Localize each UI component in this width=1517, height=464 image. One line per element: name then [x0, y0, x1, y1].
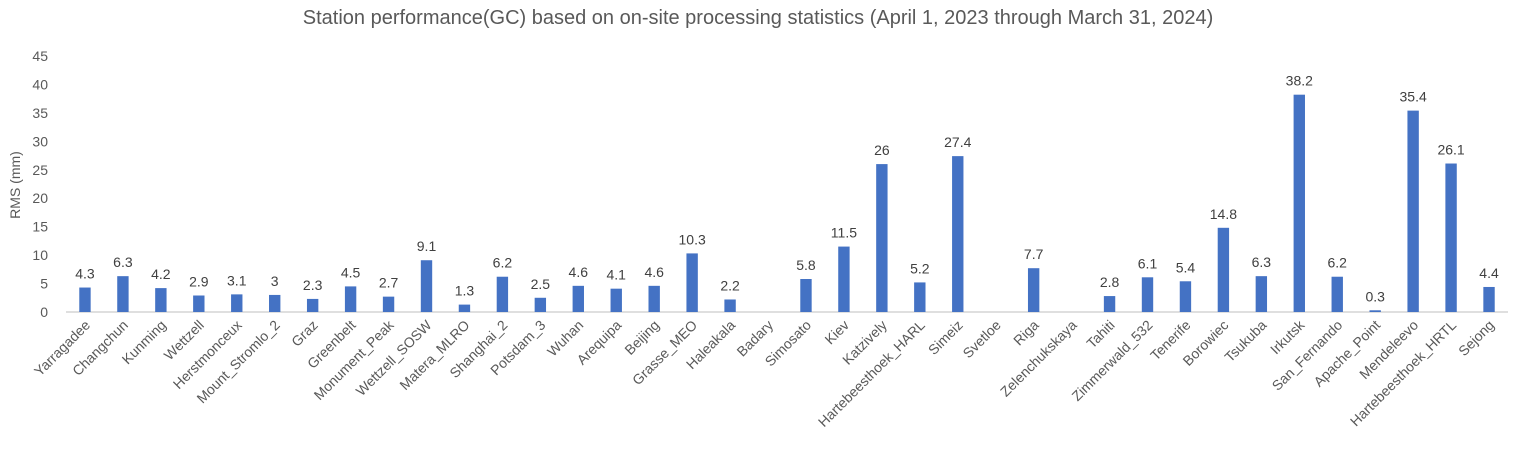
bars	[79, 94, 1495, 312]
bar	[1179, 281, 1192, 312]
data-label: 6.1	[1138, 255, 1158, 271]
data-label: 6.3	[113, 254, 133, 270]
data-label: 7.7	[1024, 246, 1044, 262]
data-label: 4.6	[569, 264, 589, 280]
bar	[876, 164, 888, 312]
x-tick-label: Simeiz	[925, 317, 966, 358]
y-axis-label: RMS (mm)	[7, 151, 23, 219]
x-tick-label: Tsukuba	[1221, 317, 1269, 365]
bar	[344, 286, 357, 312]
bar	[496, 276, 509, 312]
data-label: 4.3	[75, 266, 95, 282]
data-label: 0.3	[1365, 288, 1385, 304]
x-tick-label: Svetloe	[959, 317, 1003, 361]
y-tick-label: 10	[32, 247, 48, 263]
data-label: 27.4	[944, 134, 971, 150]
data-label: 5.4	[1176, 259, 1196, 275]
y-tick-label: 15	[32, 219, 48, 235]
data-label: 6.2	[493, 255, 513, 271]
bar	[458, 304, 471, 312]
data-label: 5.2	[910, 260, 930, 276]
data-label: 4.1	[607, 267, 627, 283]
y-tick-label: 35	[32, 105, 48, 121]
bar	[269, 294, 281, 312]
bar	[306, 298, 319, 312]
y-tick-label: 25	[32, 162, 48, 178]
bar	[382, 296, 395, 312]
bar	[724, 299, 736, 312]
bar	[1331, 276, 1343, 312]
bar	[1445, 163, 1457, 312]
data-label: 5.8	[796, 257, 816, 273]
chart-title: Station performance(GC) based on on-site…	[303, 7, 1213, 29]
data-label: 10.3	[679, 231, 706, 247]
bar	[1483, 286, 1495, 312]
bar	[1027, 268, 1040, 312]
y-tick-label: 0	[40, 304, 48, 320]
x-tick-label: Graz	[288, 317, 321, 350]
bar	[952, 156, 964, 312]
x-tick-label: Riga	[1010, 317, 1042, 349]
bar	[610, 288, 622, 312]
x-tick-label: Sejong	[1455, 317, 1497, 359]
bar	[838, 246, 850, 312]
data-label: 2.9	[189, 274, 209, 290]
data-label: 2.7	[379, 275, 399, 291]
data-label: 6.3	[1252, 254, 1272, 270]
data-label: 6.2	[1328, 255, 1348, 271]
data-labels: 4.3 6.3 4.2 2.9 3.1 3 2.3 4.5 2.7 9.1 1.3 6.2 2.5 4.6…	[75, 73, 1499, 305]
bar	[1103, 296, 1116, 312]
y-tick-label: 5	[40, 276, 48, 292]
bar	[800, 279, 812, 312]
data-label: 4.2	[151, 266, 171, 282]
bar	[1293, 94, 1305, 312]
data-label: 35.4	[1400, 89, 1427, 105]
x-axis: YarragadeeChangchunKunmingWettzellHerstm…	[31, 316, 1497, 430]
bar	[914, 282, 926, 312]
data-label: 3	[271, 273, 279, 289]
data-label: 38.2	[1286, 73, 1313, 89]
y-tick-label: 20	[32, 190, 48, 206]
data-label: 2.5	[531, 276, 551, 292]
x-tick-label: Tahiti	[1083, 317, 1117, 351]
bar	[117, 276, 129, 312]
data-label: 1.3	[455, 283, 475, 299]
data-label: 9.1	[417, 238, 437, 254]
data-label: 4.4	[1479, 265, 1499, 281]
y-axis: 0 5 10 15 20 25 30 35 40 45	[32, 48, 1508, 320]
data-label: 3.1	[227, 272, 247, 288]
bar	[79, 287, 91, 312]
data-label: 26	[874, 142, 890, 158]
data-label: 2.2	[720, 277, 740, 293]
data-label: 2.8	[1100, 274, 1120, 290]
bar	[1141, 277, 1154, 312]
data-label: 4.6	[644, 264, 664, 280]
bar	[1217, 227, 1230, 312]
data-label: 11.5	[831, 225, 857, 241]
y-tick-label: 45	[32, 48, 48, 64]
bar	[1255, 276, 1268, 312]
bar	[155, 288, 167, 312]
bar	[1407, 110, 1419, 312]
bar	[648, 285, 660, 312]
bar	[686, 253, 698, 312]
bar	[534, 297, 547, 312]
y-tick-label: 40	[32, 76, 48, 92]
bar	[193, 295, 205, 312]
bar	[420, 260, 433, 312]
data-label: 4.5	[341, 264, 361, 280]
x-tick-label: Kiev	[821, 317, 852, 348]
data-label: 14.8	[1210, 206, 1237, 222]
data-label: 2.3	[303, 277, 323, 293]
data-label: 26.1	[1437, 142, 1464, 158]
bar	[572, 285, 584, 312]
bar	[1369, 310, 1381, 312]
y-tick-label: 30	[32, 133, 48, 149]
bar	[231, 294, 243, 312]
